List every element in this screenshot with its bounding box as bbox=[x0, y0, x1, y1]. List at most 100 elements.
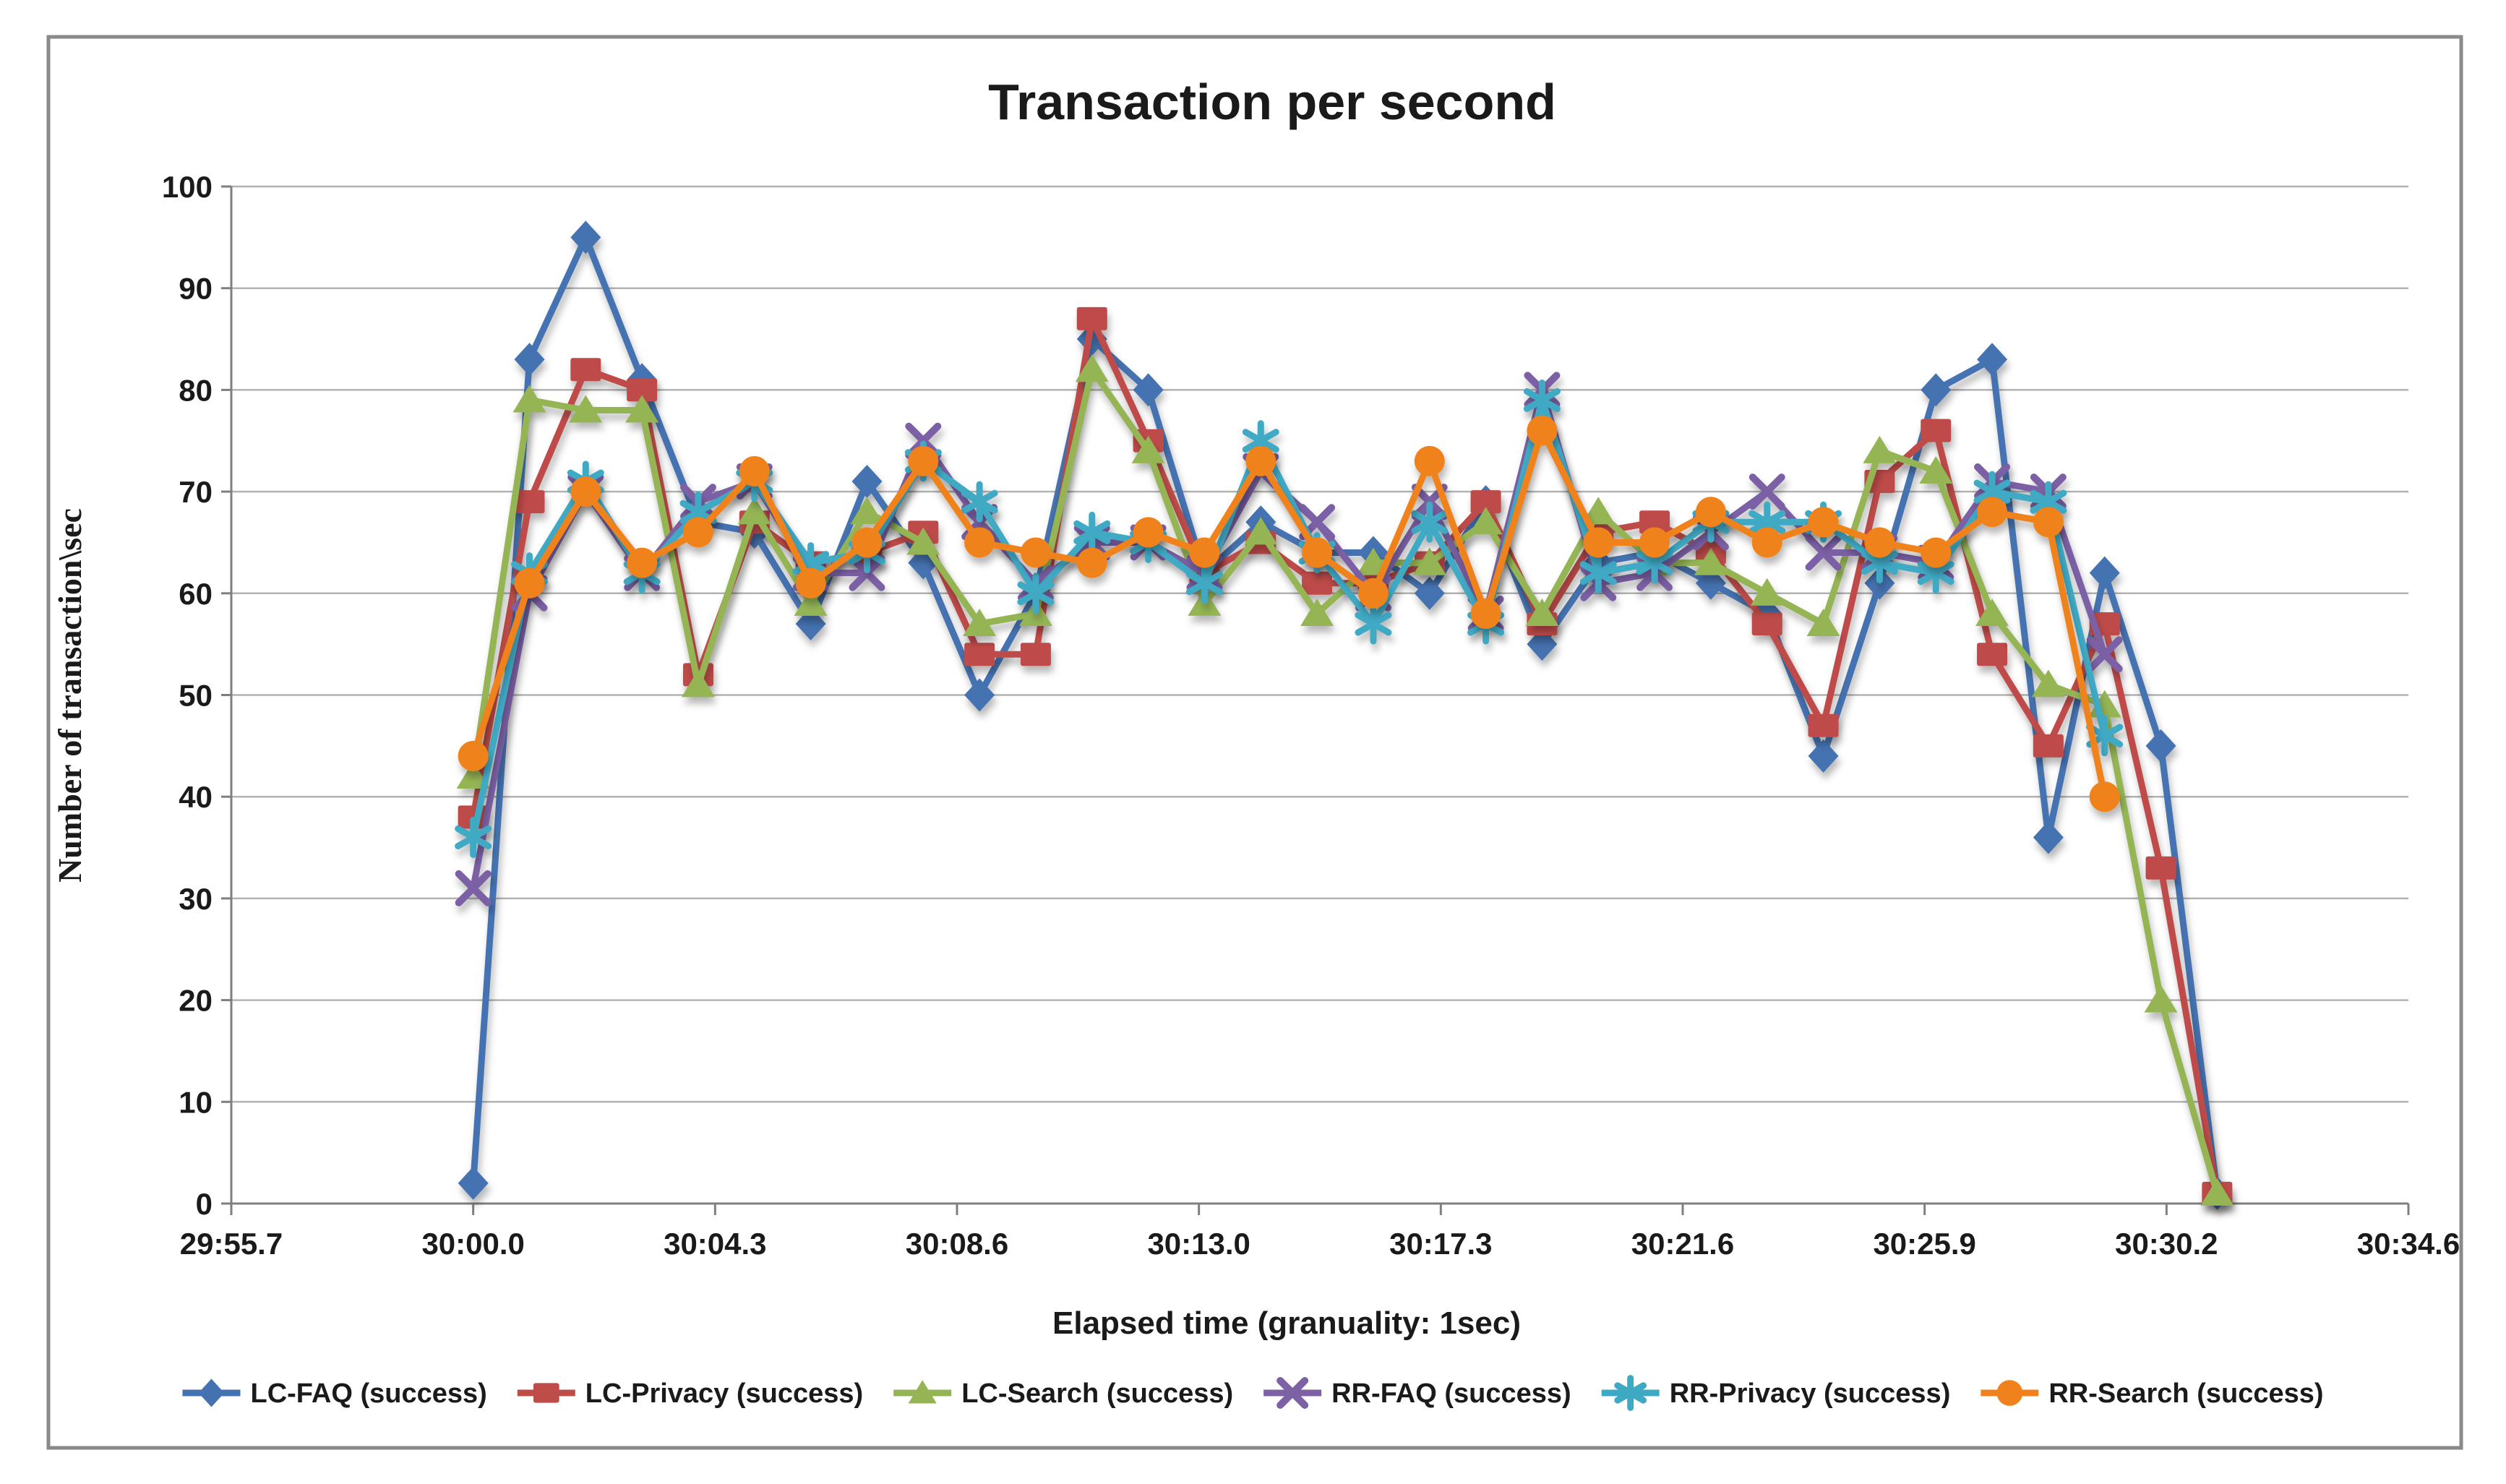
x-axis-tick-labels: 29:55.7 30:00.0 30:04.3 30:08.6 30:13.0 30:17… bbox=[180, 1227, 2460, 1261]
triangle-marker bbox=[2031, 669, 2065, 698]
series-LC-FAQ (success) bbox=[458, 220, 2233, 1210]
legend-item-5: RR-Privacy (success) bbox=[1601, 1375, 1950, 1411]
legend-label: RR-FAQ (success) bbox=[1331, 1378, 1571, 1409]
x-tick-label: 30:34.6 bbox=[2357, 1227, 2460, 1261]
chart-frame-border bbox=[46, 35, 2463, 1450]
circle-marker bbox=[1133, 517, 1164, 548]
square-marker bbox=[1076, 306, 1107, 330]
triangle-marker bbox=[1863, 435, 1897, 463]
x-tick-label: 30:04.3 bbox=[664, 1227, 766, 1261]
square-marker bbox=[1751, 612, 1782, 636]
diamond-marker bbox=[458, 1166, 489, 1200]
triangle-marker bbox=[1582, 497, 1615, 525]
triangle-marker bbox=[1412, 547, 1446, 575]
circle-marker bbox=[1639, 527, 1670, 558]
y-tick-label: 50 bbox=[179, 679, 213, 713]
legend-label: LC-Privacy (success) bbox=[585, 1378, 863, 1409]
circle-marker bbox=[1527, 415, 1558, 446]
x-marker bbox=[1748, 473, 1785, 510]
circle-marker bbox=[1996, 1380, 2023, 1406]
x-tick-label: 30:13.0 bbox=[1147, 1227, 1250, 1261]
asterisk-marker bbox=[1579, 552, 1617, 594]
diamond-marker bbox=[964, 678, 995, 712]
x-tick-label: 30:30.2 bbox=[2115, 1227, 2218, 1261]
asterisk-marker bbox=[1411, 501, 1449, 543]
series-line bbox=[470, 233, 2220, 1197]
asterisk-marker bbox=[1523, 379, 1561, 421]
asterisk-marker bbox=[961, 481, 998, 523]
y-tick-label: 60 bbox=[179, 577, 213, 611]
x-marker bbox=[2086, 636, 2123, 673]
x-tick-label: 30:21.6 bbox=[1631, 1227, 1734, 1261]
circle-marker bbox=[2033, 507, 2064, 538]
circle-marker bbox=[1470, 598, 1501, 629]
circle-marker bbox=[1189, 537, 1220, 568]
square-marker bbox=[1302, 571, 1333, 595]
x-tick-label: 30:00.0 bbox=[421, 1227, 524, 1261]
triangle-marker bbox=[908, 1380, 937, 1404]
triangle-marker bbox=[2144, 985, 2178, 1013]
diamond-marker bbox=[1921, 373, 1952, 407]
x-axis-title: Elapsed time (granuality: 1sec) bbox=[1052, 1305, 1521, 1341]
circle-marker bbox=[1977, 497, 2008, 528]
square-marker bbox=[2145, 856, 2176, 880]
asterisk-marker bbox=[1073, 511, 1111, 553]
diamond-marker bbox=[1133, 373, 1164, 407]
x-tick-label: 30:08.6 bbox=[906, 1227, 1008, 1261]
circle-marker bbox=[908, 445, 939, 476]
triangle-marker bbox=[1750, 578, 1784, 606]
square-marker bbox=[570, 358, 601, 382]
circle-marker bbox=[1357, 578, 1389, 609]
triangle-marker bbox=[1975, 598, 2009, 626]
y-tick-label: 0 bbox=[196, 1187, 213, 1221]
asterisk-marker bbox=[1017, 572, 1055, 614]
square-marker bbox=[964, 643, 995, 666]
legend-label: LC-Search (success) bbox=[961, 1378, 1233, 1409]
asterisk-marker bbox=[455, 816, 492, 858]
y-tick-label: 20 bbox=[179, 984, 213, 1018]
y-tick-label: 10 bbox=[179, 1085, 213, 1119]
square-marker bbox=[1977, 643, 2008, 666]
legend-item-3: LC-Search (success) bbox=[893, 1378, 1233, 1409]
circle-marker bbox=[739, 455, 770, 486]
y-axis-title: Number of transaction\sec bbox=[51, 508, 88, 883]
diamond-marker bbox=[1808, 739, 1839, 773]
triangle-marker bbox=[512, 385, 546, 413]
y-tick-label: 100 bbox=[162, 170, 213, 204]
circle-marker bbox=[1245, 445, 1276, 476]
circle-marker bbox=[1076, 547, 1107, 578]
y-axis-tick-labels: 0 10 20 30 40 50 60 70 80 90 100 bbox=[162, 170, 213, 1221]
triangle-marker bbox=[569, 395, 603, 423]
square-marker bbox=[1921, 419, 1952, 442]
triangle-marker bbox=[1694, 547, 1728, 575]
triangle-marker bbox=[963, 609, 997, 637]
circle-marker bbox=[795, 567, 826, 599]
square-marker bbox=[533, 1383, 559, 1403]
circle-marker bbox=[514, 567, 545, 599]
circle-marker bbox=[851, 527, 883, 558]
x-tick-label: 30:17.3 bbox=[1389, 1227, 1492, 1261]
diamond-marker bbox=[2145, 729, 2176, 763]
triangle-marker bbox=[1919, 455, 1953, 484]
triangle-marker bbox=[1469, 507, 1503, 535]
diamond-marker bbox=[1527, 627, 1558, 661]
legend-item-4: RR-FAQ (success) bbox=[1263, 1377, 1571, 1409]
triangle-marker bbox=[1131, 435, 1165, 463]
square-marker bbox=[1470, 490, 1501, 514]
series-LC-Search (success) bbox=[456, 354, 2234, 1206]
circle-marker bbox=[570, 476, 601, 507]
diamond-marker bbox=[2033, 820, 2064, 854]
square-marker bbox=[514, 490, 545, 514]
triangle-marker bbox=[1075, 354, 1109, 382]
triangle-marker bbox=[1300, 598, 1334, 626]
legend-item-2: LC-Privacy (success) bbox=[517, 1378, 863, 1409]
series-LC-Privacy (success) bbox=[458, 306, 2233, 1205]
square-marker bbox=[1639, 510, 1670, 534]
x-tick-label: 29:55.7 bbox=[180, 1227, 283, 1261]
y-tick-label: 90 bbox=[179, 272, 213, 306]
x-marker bbox=[1276, 1377, 1309, 1409]
circle-marker bbox=[1751, 527, 1782, 558]
square-marker bbox=[1808, 713, 1839, 737]
triangle-marker bbox=[625, 395, 659, 423]
circle-marker bbox=[1020, 537, 1051, 568]
